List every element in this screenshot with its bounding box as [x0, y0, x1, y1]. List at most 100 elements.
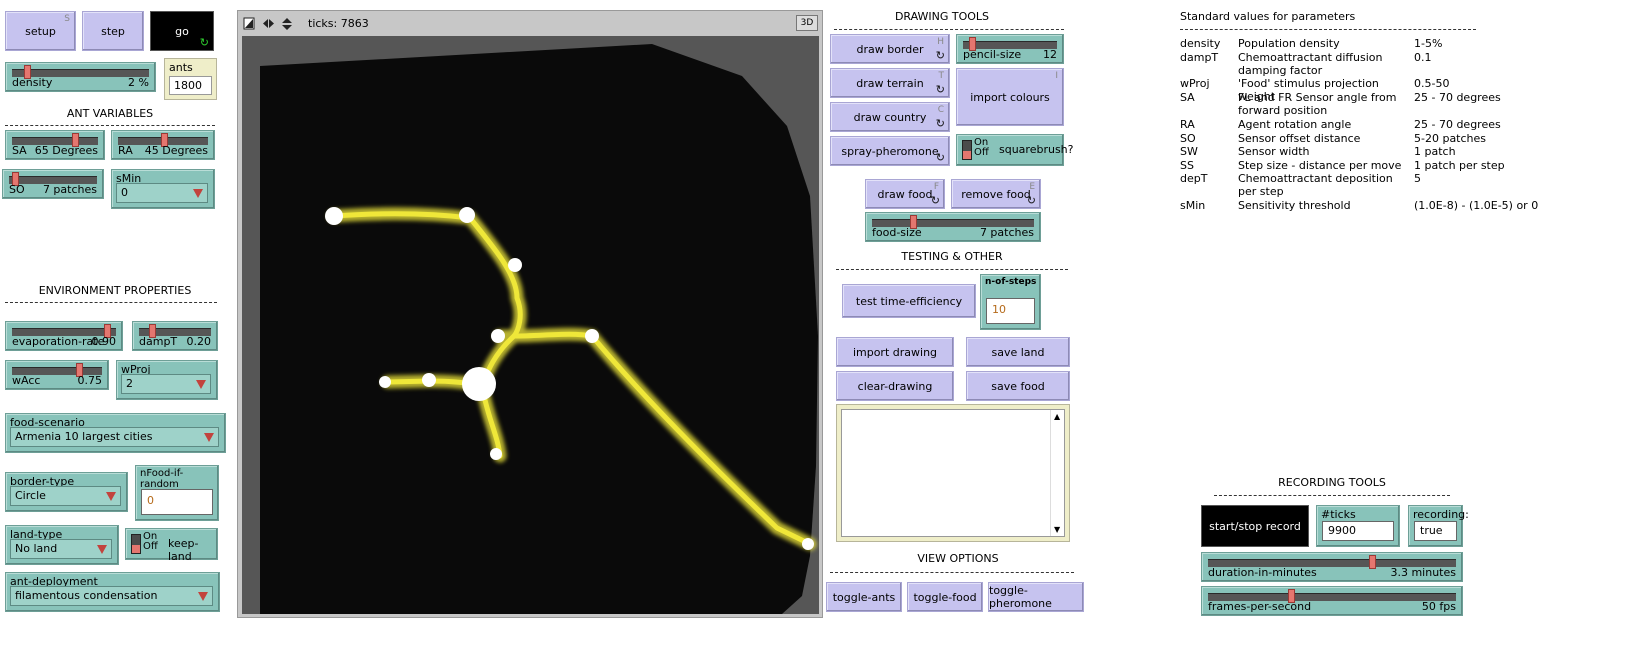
- input-box[interactable]: 0: [141, 489, 213, 515]
- slider-knob[interactable]: [161, 133, 168, 147]
- dropdown-arrow-icon: [106, 492, 116, 501]
- 3d-view-button[interactable]: 3D: [796, 15, 818, 31]
- world-canvas[interactable]: [242, 36, 819, 614]
- view-control-icons[interactable]: [243, 17, 299, 31]
- scroll-down-icon[interactable]: ▼: [1054, 525, 1061, 534]
- slider-label: density: [12, 76, 53, 89]
- go-label: go: [175, 24, 189, 38]
- land-type-chooser[interactable]: land-type No land: [5, 525, 119, 565]
- import-drawing-button[interactable]: import drawing: [836, 337, 954, 367]
- button-label: import colours: [970, 90, 1050, 104]
- nfood-input[interactable]: nFood-if-random 0: [135, 465, 219, 521]
- divider: [834, 29, 1064, 30]
- sa-slider[interactable]: SA 65 Degrees: [5, 130, 105, 160]
- draw-border-button[interactable]: draw border H ↻: [830, 34, 950, 64]
- food-node: [585, 329, 599, 343]
- slider-value: 65 Degrees: [34, 144, 98, 157]
- food-scenario-chooser[interactable]: food-scenario Armenia 10 largest cities: [5, 413, 226, 453]
- slider-knob[interactable]: [72, 133, 79, 147]
- toggle-switch[interactable]: [131, 534, 141, 554]
- button-label: save land: [991, 345, 1045, 359]
- slider-value: 3.3 minutes: [1390, 566, 1456, 579]
- param-desc: Agent rotation angle: [1238, 118, 1352, 131]
- output-textbox[interactable]: ▲ ▼: [841, 409, 1065, 537]
- param-value: 1 patch: [1414, 145, 1456, 158]
- slider-knob[interactable]: [12, 172, 19, 186]
- button-label: spray-pheromone: [841, 144, 939, 158]
- ticks-recording-input[interactable]: #ticks recording: 9900: [1316, 505, 1400, 547]
- chooser-dropdown[interactable]: 2: [121, 374, 211, 394]
- button-label: test time-efficiency: [855, 294, 963, 308]
- save-land-button[interactable]: save land: [966, 337, 1070, 367]
- spray-pheromone-button[interactable]: spray-pheromone ↻: [830, 136, 950, 166]
- smin-chooser[interactable]: sMin 0: [111, 169, 215, 209]
- slider-knob[interactable]: [104, 324, 111, 338]
- wacc-slider[interactable]: wAcc 0.75: [5, 360, 109, 390]
- ra-slider[interactable]: RA 45 Degrees: [111, 130, 215, 160]
- input-box[interactable]: 10: [986, 298, 1035, 324]
- clear-drawing-button[interactable]: clear-drawing: [836, 371, 954, 401]
- keep-land-switch[interactable]: On Off keep-land: [125, 528, 218, 563]
- toggle-food-button[interactable]: toggle-food: [907, 582, 983, 612]
- chooser-dropdown[interactable]: Armenia 10 largest cities: [10, 427, 219, 447]
- fps-slider[interactable]: frames-per-second 50 fps: [1201, 586, 1463, 616]
- chooser-dropdown[interactable]: filamentous condensation: [10, 586, 213, 606]
- go-button[interactable]: go ↻: [150, 11, 214, 51]
- start-stop-record-button[interactable]: start/stop record: [1201, 505, 1309, 547]
- param-value: 25 - 70 degrees: [1414, 91, 1501, 104]
- step-button[interactable]: step: [82, 11, 144, 51]
- pencil-size-slider[interactable]: pencil-size 12: [956, 34, 1064, 64]
- chooser-dropdown[interactable]: No land: [10, 539, 112, 559]
- monitor-value: 1800: [174, 79, 202, 92]
- param-value: 5-20 patches: [1414, 132, 1487, 145]
- input-box[interactable]: 9900: [1322, 521, 1394, 541]
- evaporation-slider[interactable]: evaporation-rate 0.90: [5, 321, 123, 351]
- border-type-chooser[interactable]: border-type Circle: [5, 472, 128, 512]
- toggle-pheromone-button[interactable]: toggle-pheromone: [988, 582, 1084, 612]
- import-colours-button[interactable]: import colours I: [956, 68, 1064, 126]
- duration-slider[interactable]: duration-in-minutes 3.3 minutes: [1201, 552, 1463, 582]
- food-sources: [325, 207, 814, 550]
- so-slider[interactable]: SO 7 patches: [2, 169, 104, 199]
- slider-knob[interactable]: [1369, 555, 1376, 569]
- draw-country-button[interactable]: draw country C ↻: [830, 102, 950, 132]
- param-name: SA: [1180, 91, 1195, 104]
- toggle-switch[interactable]: [962, 140, 972, 160]
- test-time-efficiency-button[interactable]: test time-efficiency: [842, 284, 976, 318]
- ant-deployment-chooser[interactable]: ant-deployment filamentous condensation: [5, 572, 220, 612]
- divider: [836, 269, 1068, 270]
- slider-knob[interactable]: [24, 65, 31, 79]
- n-of-steps-input[interactable]: n-of-steps 10: [980, 274, 1041, 330]
- slider-knob[interactable]: [969, 37, 976, 51]
- button-label: toggle-food: [913, 590, 977, 604]
- toggle-ants-button[interactable]: toggle-ants: [826, 582, 902, 612]
- setup-button[interactable]: setup S: [5, 11, 76, 51]
- params-heading: Standard values for parameters: [1180, 10, 1356, 23]
- squarebrush-switch[interactable]: On Off squarebrush?: [956, 134, 1074, 166]
- shortcut-key: E: [1029, 182, 1035, 192]
- slider-knob[interactable]: [149, 324, 156, 338]
- monitor-title: ants: [169, 61, 193, 74]
- output-scrollbar[interactable]: ▲ ▼: [1050, 410, 1064, 536]
- slider-knob[interactable]: [76, 363, 83, 377]
- draw-food-button[interactable]: draw food F ↻: [865, 179, 945, 209]
- dampt-slider[interactable]: dampT 0.20: [132, 321, 218, 351]
- save-food-button[interactable]: save food: [966, 371, 1070, 401]
- input-title: nFood-if-random: [140, 468, 184, 490]
- output-area: ▲ ▼: [836, 404, 1070, 542]
- recording-flag-input[interactable]: recording: true: [1408, 505, 1469, 547]
- scroll-up-icon[interactable]: ▲: [1054, 412, 1061, 421]
- chooser-title: wProj: [121, 363, 151, 376]
- draw-terrain-button[interactable]: draw terrain T ↻: [830, 68, 950, 98]
- setup-label: setup: [25, 24, 56, 38]
- chooser-dropdown[interactable]: Circle: [10, 486, 121, 506]
- remove-food-button[interactable]: remove food E ↻: [951, 179, 1041, 209]
- slider-knob[interactable]: [1288, 589, 1295, 603]
- density-slider[interactable]: density 2 %: [5, 62, 156, 92]
- slider-knob[interactable]: [910, 215, 917, 229]
- input-value: 10: [992, 303, 1006, 316]
- input-box[interactable]: true: [1414, 521, 1457, 541]
- wproj-chooser[interactable]: wProj 2: [116, 360, 218, 400]
- chooser-dropdown[interactable]: 0: [116, 183, 208, 203]
- food-size-slider[interactable]: food-size 7 patches: [865, 212, 1041, 242]
